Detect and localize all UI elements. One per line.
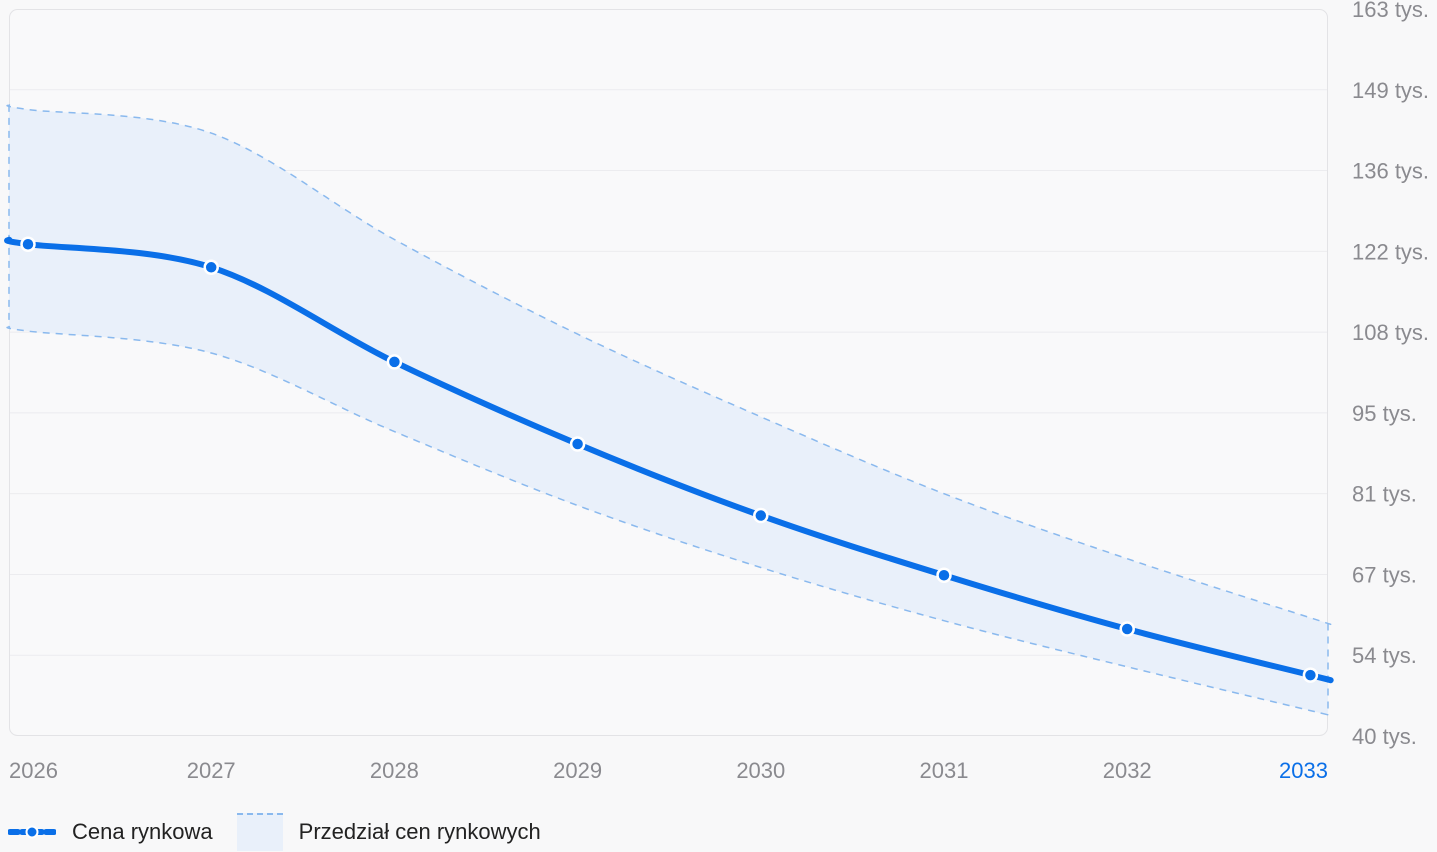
y-tick-label: 149 tys.: [1352, 78, 1429, 103]
data-point[interactable]: [386, 354, 403, 370]
x-tick-label: 2032: [1103, 758, 1152, 783]
band-fill: [7, 104, 1331, 716]
legend-label-market-price: Cena rynkowa: [72, 819, 213, 844]
y-tick-label: 67 tys.: [1352, 562, 1417, 587]
price-range-band: [6, 104, 1332, 717]
legend: Cena rynkowa Przedział cen rynkowych: [8, 812, 565, 852]
x-tick-label: 2030: [736, 758, 785, 783]
x-tick-label: 2028: [370, 758, 419, 783]
data-point[interactable]: [1119, 621, 1135, 637]
x-tick-label: 2033: [1279, 758, 1328, 783]
legend-label-price-range: Przedział cen rynkowych: [298, 819, 541, 844]
legend-item-price-range[interactable]: Przedział cen rynkowych: [236, 813, 541, 851]
y-tick-label: 122 tys.: [1352, 239, 1429, 264]
data-point[interactable]: [1302, 667, 1319, 683]
x-tick-label: 2026: [9, 758, 58, 783]
data-point[interactable]: [936, 567, 952, 583]
data-point[interactable]: [569, 436, 586, 452]
line-with-dots-icon: [8, 825, 56, 839]
y-tick-label: 163 tys.: [1352, 0, 1429, 22]
market-price-series: [4, 236, 1334, 684]
y-axis-labels: 163 tys. 149 tys. 136 tys. 122 tys. 108 tys.…: [1352, 0, 1429, 749]
band-upper-line: [6, 104, 1332, 626]
dashed-band-icon: [236, 813, 283, 851]
y-tick-label: 95 tys.: [1352, 401, 1417, 426]
y-tick-label: 136 tys.: [1352, 159, 1429, 184]
data-point[interactable]: [20, 236, 36, 252]
legend-item-market-price[interactable]: Cena rynkowa: [8, 819, 213, 845]
x-tick-label: 2027: [187, 758, 236, 783]
x-tick-label: 2031: [920, 758, 969, 783]
y-tick-label: 81 tys.: [1352, 482, 1417, 507]
x-axis-labels: 2026 2027 2028 2029 2030 2031 2032 2033: [9, 758, 1328, 783]
x-tick-label: 2029: [553, 758, 602, 783]
data-point[interactable]: [753, 507, 769, 524]
price-forecast-chart: 163 tys. 149 tys. 136 tys. 122 tys. 108 tys.…: [4, 0, 1429, 783]
band-lower-line: [6, 326, 1332, 717]
data-point[interactable]: [203, 259, 219, 276]
y-tick-label: 54 tys.: [1352, 643, 1417, 668]
y-tick-label: 108 tys.: [1352, 320, 1429, 345]
series-line: [4, 236, 1334, 684]
y-tick-label: 40 tys.: [1352, 724, 1417, 749]
